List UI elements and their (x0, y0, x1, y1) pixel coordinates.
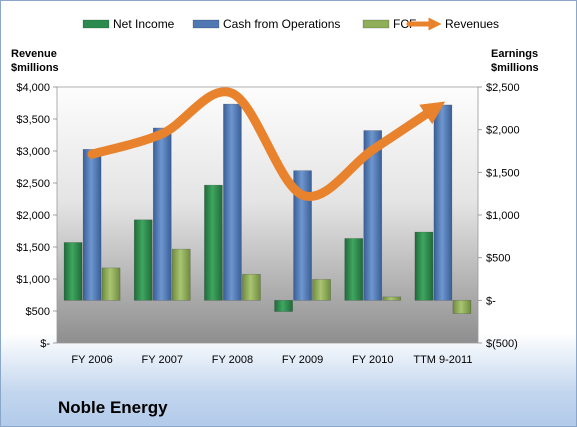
net-income-bar (204, 184, 223, 301)
bar-layer (63, 103, 472, 314)
left-axis-title-line2: $millions (11, 62, 59, 74)
right-tick-label: $1,500 (486, 167, 520, 179)
right-tick-label: $- (486, 295, 496, 307)
right-tick-label: $2,500 (486, 82, 520, 94)
right-axis-title-line1: Earnings (491, 48, 538, 60)
right-tick-label: $(500) (486, 338, 518, 350)
right-axis-title-line2: $millions (491, 62, 539, 74)
net-income-bar (344, 238, 364, 301)
left-tick-label: $4,000 (16, 82, 50, 94)
cash-from-operations-bar (363, 130, 383, 301)
right-axis-ticks: $(500) $- $500 $1,000 $1,500 $2,000 $2,500 (478, 82, 520, 350)
left-tick-label: $- (40, 338, 50, 350)
legend-label: FCF (393, 17, 416, 31)
x-tick-label: TTM 9-2011 (413, 354, 472, 366)
fcf-bar (452, 300, 472, 314)
legend-swatch (192, 19, 220, 29)
company-name: Noble Energy (58, 398, 168, 417)
fcf-bar (382, 296, 402, 301)
cash-from-operations-bar (293, 170, 312, 301)
left-tick-label: $3,000 (16, 146, 50, 158)
legend-label: Net Income (113, 17, 175, 31)
left-axis-title-line1: Revenue (11, 48, 57, 60)
revenue-line-layer (87, 87, 446, 202)
fcf-bar (312, 279, 331, 301)
legend-label: Cash from Operations (223, 17, 340, 31)
left-tick-label: $1,500 (16, 242, 50, 254)
cash-from-operations-bar (433, 104, 453, 301)
right-tick-label: $1,000 (486, 210, 520, 222)
legend-swatch (82, 19, 110, 29)
net-income-bar (133, 219, 153, 301)
left-tick-label: $2,000 (16, 210, 50, 222)
cash-from-operations-bar (223, 103, 242, 301)
left-tick-label: $2,500 (16, 178, 50, 190)
x-axis-ticks: FY 2006 FY 2007 FY 2008 FY 2009 FY 2010 TTM 9… (71, 354, 472, 366)
cash-from-operations-bar (152, 127, 172, 301)
fcf-bar (242, 274, 261, 301)
legend-label: Revenues (445, 17, 499, 31)
net-income-bar (414, 231, 434, 301)
net-income-bar (63, 242, 83, 301)
revenues-line (87, 87, 446, 202)
left-axis-ticks: $- $500 $1,000 $1,500 $2,000 $2,500 $3,000 $3,5… (16, 82, 57, 350)
right-tick-label: $500 (486, 253, 510, 265)
x-tick-label: FY 2007 (142, 354, 183, 366)
left-tick-label: $3,500 (16, 114, 50, 126)
x-tick-label: FY 2008 (212, 354, 253, 366)
x-tick-label: FY 2006 (71, 354, 112, 366)
net-income-bar (274, 300, 293, 312)
fcf-bar (101, 267, 121, 301)
x-tick-label: FY 2009 (282, 354, 323, 366)
x-tick-label: FY 2010 (352, 354, 393, 366)
left-tick-label: $500 (26, 306, 50, 318)
left-tick-label: $1,000 (16, 274, 50, 286)
cash-from-operations-bar (82, 148, 102, 301)
legend-swatch (362, 19, 390, 29)
right-tick-label: $2,000 (486, 125, 520, 137)
fcf-bar (171, 248, 191, 301)
legend: Net Income Cash from Operations FCF Revenue… (82, 17, 499, 31)
